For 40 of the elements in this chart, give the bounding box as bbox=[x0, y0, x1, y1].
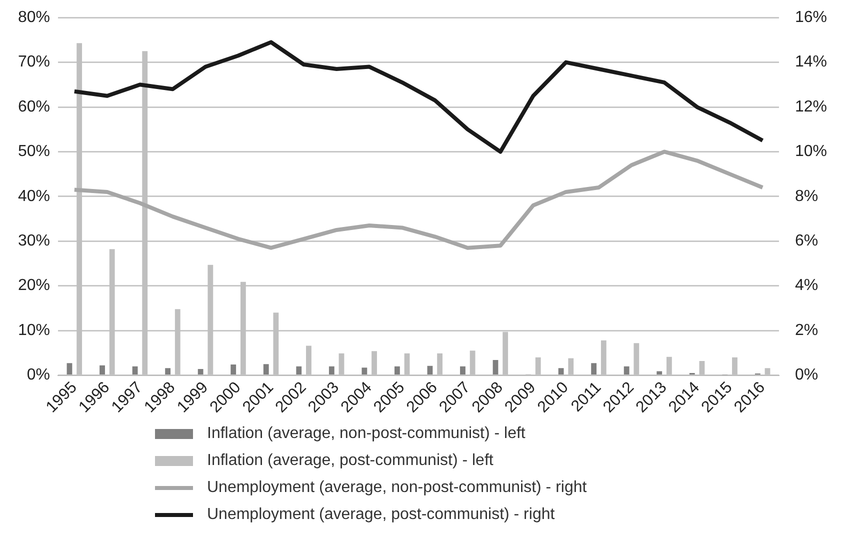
bar bbox=[624, 366, 630, 375]
bar bbox=[558, 368, 564, 375]
y2-tick-label: 16% bbox=[794, 9, 828, 26]
y-tick-label: 40% bbox=[18, 188, 50, 205]
bar bbox=[492, 360, 498, 375]
y-tick-label: 30% bbox=[18, 232, 50, 250]
y2-tick-label: 6% bbox=[794, 232, 818, 250]
y2-tick-label: 2% bbox=[794, 322, 818, 339]
bar bbox=[230, 364, 236, 375]
y-tick-label: 80% bbox=[18, 9, 50, 26]
y2-tick-label: 8% bbox=[794, 188, 818, 205]
bar bbox=[460, 366, 466, 375]
bar bbox=[66, 363, 72, 375]
y-tick-label: 70% bbox=[18, 54, 50, 71]
bar bbox=[100, 365, 105, 375]
bar bbox=[394, 366, 400, 375]
y2-tick-label: 0% bbox=[794, 366, 818, 384]
bar bbox=[656, 371, 662, 375]
y-tick-label: 20% bbox=[18, 277, 50, 294]
y-tick-label: 0% bbox=[26, 366, 50, 384]
bar bbox=[198, 368, 204, 375]
bar bbox=[165, 368, 171, 375]
y-tick-label: 10% bbox=[18, 322, 50, 339]
legend-label: Unemployment (average, non-post-communist) - right bbox=[207, 478, 587, 496]
y-tick-label: 50% bbox=[18, 143, 50, 160]
bar bbox=[362, 368, 368, 375]
bar bbox=[132, 366, 138, 375]
legend-label: Unemployment (average, post-communist) - right bbox=[207, 506, 555, 524]
legend-label: Inflation (average, non-post-communist) - left bbox=[207, 424, 526, 442]
y2-tick-label: 4% bbox=[794, 277, 818, 294]
y2-tick-label: 10% bbox=[794, 143, 828, 160]
y2-tick-label: 14% bbox=[794, 54, 828, 71]
bar bbox=[263, 364, 269, 375]
legend-label: Inflation (average, post-communist) - left bbox=[207, 452, 494, 470]
bar bbox=[328, 366, 334, 375]
bar bbox=[591, 363, 597, 375]
bar bbox=[427, 366, 433, 375]
y-tick-label: 60% bbox=[18, 98, 50, 116]
bar bbox=[296, 366, 302, 375]
y2-tick-label: 12% bbox=[794, 98, 828, 116]
